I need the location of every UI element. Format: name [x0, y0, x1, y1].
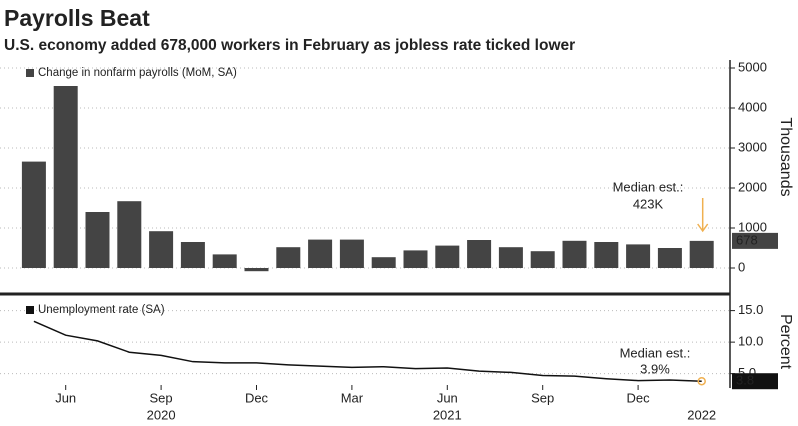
- bar: [212, 254, 237, 268]
- last-point: [697, 376, 706, 386]
- y-tick-label: 4000: [738, 99, 767, 114]
- bar: [594, 242, 619, 268]
- y-tick-label: 3000: [738, 139, 767, 154]
- bar: [498, 247, 523, 268]
- legend-label: Change in nonfarm payrolls (MoM, SA): [38, 67, 237, 79]
- last-value-label: 3.8: [736, 373, 754, 388]
- y-tick-label: 1000: [738, 219, 767, 234]
- bar: [657, 248, 682, 268]
- bar: [180, 242, 205, 268]
- x-tick-label: Jun: [55, 390, 76, 405]
- last-value-box: [732, 232, 778, 249]
- y-tick-label: 2000: [738, 179, 767, 194]
- title: Payrolls Beat: [4, 5, 150, 31]
- x-tick-label: Sep: [531, 390, 554, 405]
- x-tick-label: Dec: [627, 390, 651, 405]
- bar: [53, 86, 78, 268]
- bar: [149, 231, 174, 268]
- y-tick-label: 0: [738, 259, 745, 274]
- bar: [21, 161, 46, 268]
- legend-swatch: [26, 306, 34, 314]
- y-tick-label: 5000: [738, 59, 767, 74]
- annotation: 3.9%: [640, 361, 670, 376]
- bar: [339, 239, 364, 268]
- subtitle: U.S. economy added 678,000 workers in Fe…: [4, 37, 575, 54]
- bar: [276, 247, 301, 268]
- y-tick-label: 15.0: [738, 302, 763, 317]
- bar: [117, 201, 142, 268]
- bar: [626, 244, 651, 268]
- x-tick-label: Mar: [341, 390, 364, 405]
- bar: [403, 250, 428, 268]
- bar: [467, 240, 492, 268]
- bar: [435, 245, 460, 268]
- annotation: 423K: [633, 196, 664, 211]
- legend-swatch: [26, 69, 34, 77]
- x-tick-label: Dec: [245, 390, 269, 405]
- x-year-label: 2021: [433, 407, 462, 422]
- y-tick-label: 10.0: [738, 334, 763, 349]
- bar: [371, 257, 396, 268]
- bar: [562, 240, 587, 268]
- line: [33, 320, 702, 382]
- y-axis-title: Thousands: [777, 117, 794, 196]
- x-year-label: 2020: [147, 407, 176, 422]
- x-year-label: 2022: [687, 407, 716, 422]
- bar: [689, 240, 714, 268]
- bar: [530, 251, 555, 268]
- annotation-arrowhead: [697, 223, 709, 233]
- annotation: Median est.:: [613, 179, 684, 194]
- bar: [85, 212, 110, 268]
- last-value-box: [732, 373, 778, 390]
- bar: [244, 268, 269, 272]
- x-tick-label: Jun: [437, 390, 458, 405]
- bar: [308, 239, 333, 268]
- annotation: Median est.:: [620, 345, 691, 360]
- legend-label: Unemployment rate (SA): [38, 304, 165, 316]
- y-axis-title: Percent: [777, 314, 794, 370]
- last-value-label: 678: [736, 232, 758, 247]
- x-tick-label: Sep: [150, 390, 173, 405]
